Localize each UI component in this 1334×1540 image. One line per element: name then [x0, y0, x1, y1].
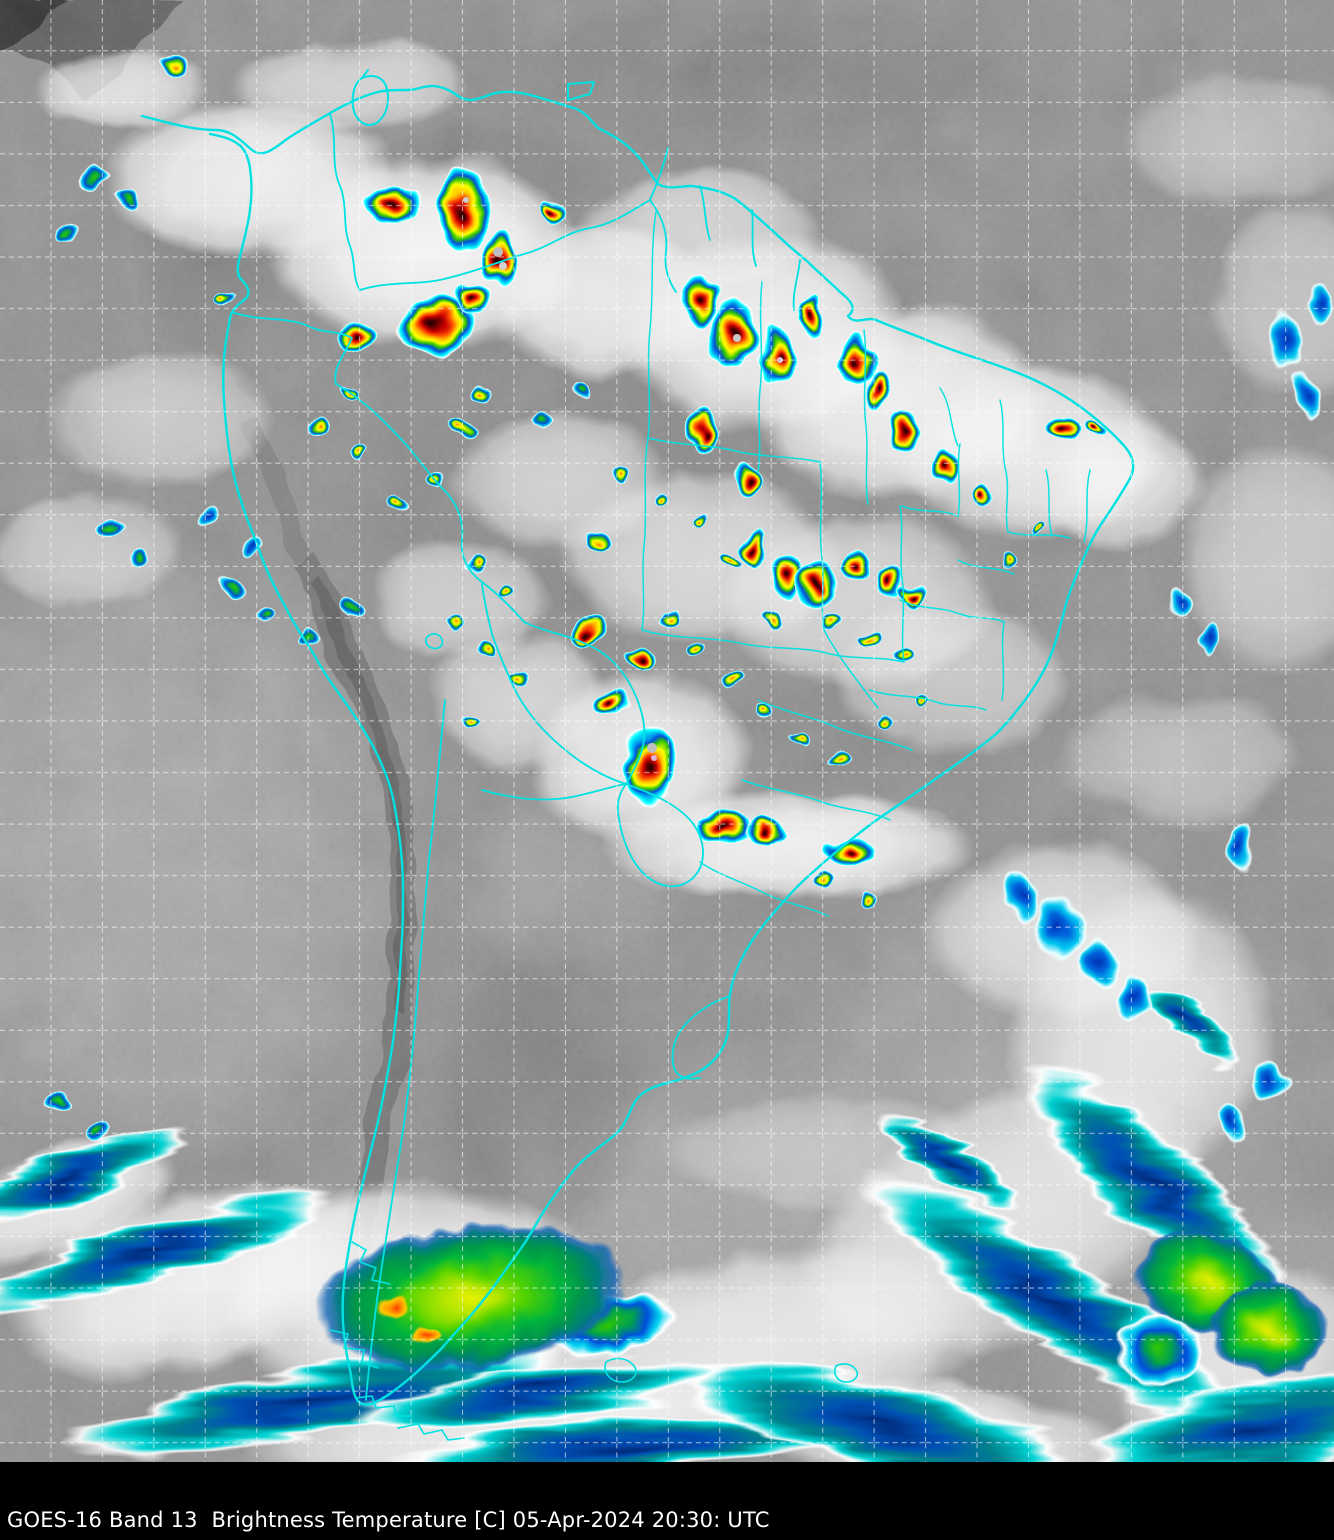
- latlon-grid: [0, 0, 1334, 1462]
- caption-bar: GOES-16 Band 13 Brightness Temperature […: [0, 1462, 1334, 1540]
- satellite-image: [0, 0, 1334, 1462]
- caption-text: GOES-16 Band 13 Brightness Temperature […: [7, 1507, 770, 1532]
